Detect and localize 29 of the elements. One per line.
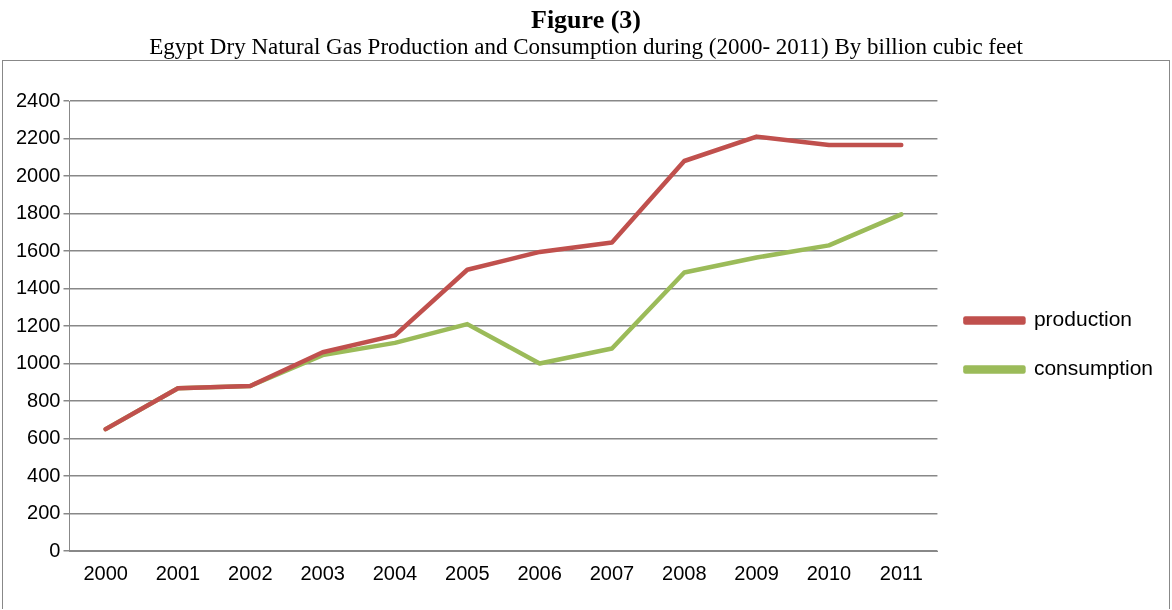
y-tick-label: 1200 — [15, 313, 61, 336]
legend-label: consumption — [1033, 356, 1154, 380]
y-tick-label: 1800 — [15, 201, 61, 224]
x-tick-label: 2011 — [879, 561, 923, 584]
y-tick-label: 400 — [27, 463, 61, 486]
y-tick-label: 1400 — [15, 276, 61, 299]
y-tick-label: 2000 — [15, 163, 61, 186]
x-tick-label: 2009 — [734, 561, 779, 584]
y-tick-label: 800 — [27, 388, 61, 411]
x-tick-label: 2000 — [83, 561, 128, 584]
y-tick-label: 2400 — [15, 88, 61, 111]
x-tick-label: 2004 — [372, 561, 418, 584]
y-tick-label: 2200 — [15, 126, 61, 149]
x-tick-label: 2005 — [445, 561, 490, 584]
y-tick-label: 0 — [49, 538, 61, 561]
y-tick-label: 1600 — [15, 238, 61, 261]
legend-label: production — [1033, 307, 1133, 331]
x-tick-label: 2001 — [155, 561, 201, 584]
x-tick-label: 2010 — [806, 561, 852, 584]
x-tick-label: 2006 — [517, 561, 562, 584]
y-tick-label: 1000 — [15, 351, 61, 374]
x-tick-label: 2007 — [589, 561, 635, 584]
x-tick-label: 2003 — [300, 561, 345, 584]
chart-title: Figure (3) — [530, 5, 642, 34]
x-tick-label: 2002 — [228, 561, 273, 584]
x-tick-label: 2008 — [662, 561, 707, 584]
y-tick-label: 600 — [27, 426, 61, 449]
y-tick-label: 200 — [27, 501, 61, 524]
chart-subtitle: Egypt Dry Natural Gas Production and Consumption during (2000- 2011) By billion cubic feet — [148, 34, 1024, 60]
